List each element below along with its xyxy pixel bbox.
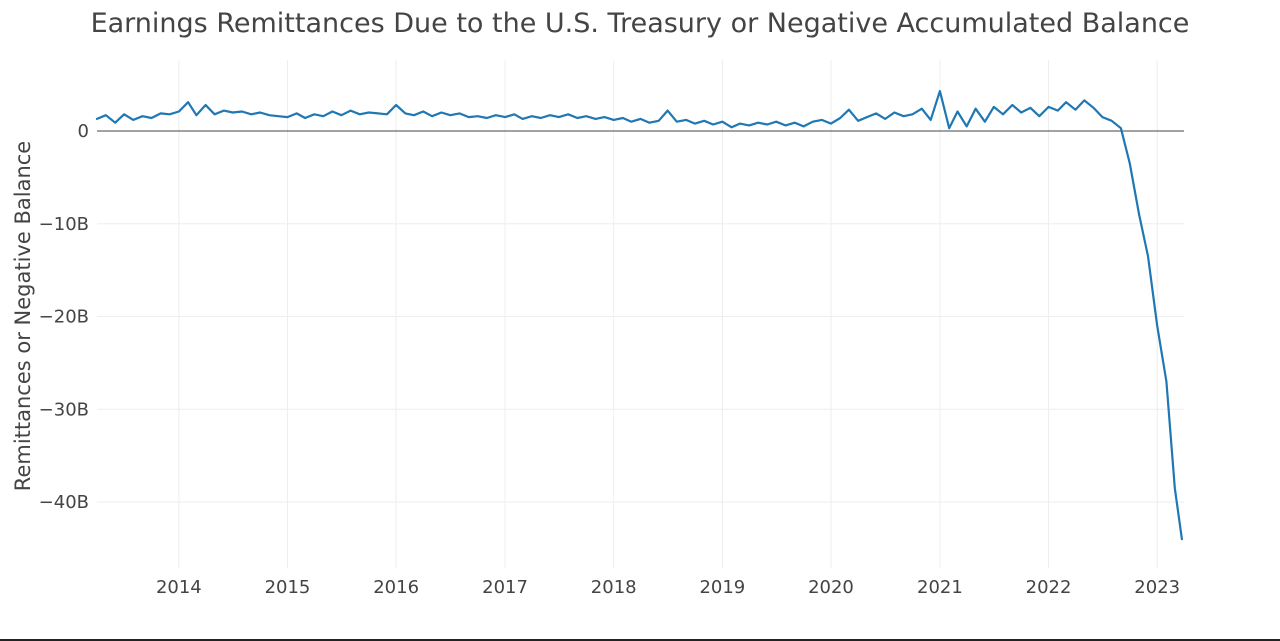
- y-tick-label: −30B: [39, 399, 89, 420]
- x-tick-label: 2016: [373, 577, 419, 598]
- bottom-rule: [0, 639, 1280, 641]
- x-axis: 2014 2015 2016 2017 2018 2019 2020 2021 2022 2023: [156, 577, 1180, 598]
- y-tick-label: 0: [78, 121, 89, 142]
- x-tick-label: 2022: [1026, 577, 1072, 598]
- x-tick-label: 2015: [265, 577, 311, 598]
- chart-title: Earnings Remittances Due to the U.S. Tre…: [91, 8, 1190, 39]
- x-tick-label: 2023: [1134, 577, 1180, 598]
- x-tick-label: 2018: [591, 577, 637, 598]
- y-axis: 0 −10B −20B −30B −40B: [39, 121, 89, 513]
- x-tick-label: 2021: [917, 577, 963, 598]
- y-tick-label: −20B: [39, 307, 89, 328]
- x-tick-label: 2019: [699, 577, 745, 598]
- y-tick-label: −10B: [39, 214, 89, 235]
- grid: [97, 60, 1184, 568]
- y-tick-label: −40B: [39, 492, 89, 513]
- x-tick-label: 2020: [808, 577, 854, 598]
- y-axis-title: Remittances or Negative Balance: [11, 141, 35, 491]
- x-tick-label: 2017: [482, 577, 528, 598]
- x-tick-label: 2014: [156, 577, 202, 598]
- series-line: [95, 90, 1183, 541]
